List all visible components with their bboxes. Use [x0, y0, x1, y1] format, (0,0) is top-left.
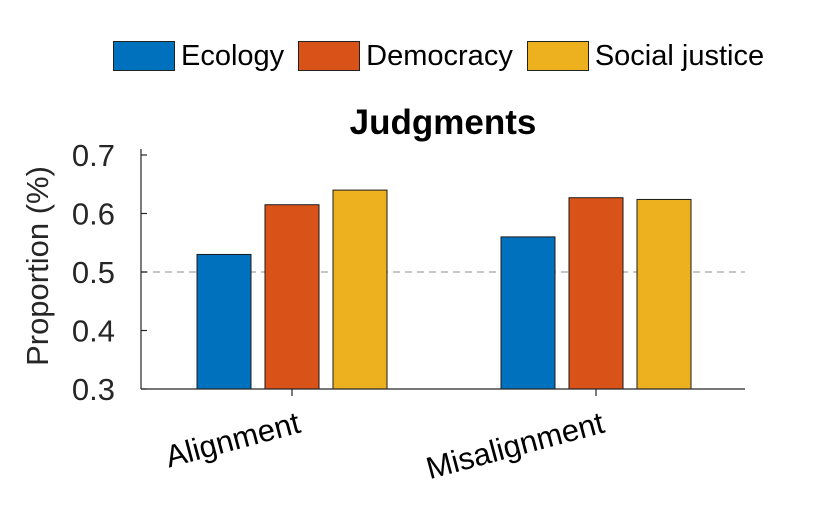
y-tick-label: 0.6 — [72, 197, 115, 232]
y-tick-label: 0.5 — [72, 255, 115, 290]
bar — [500, 236, 556, 390]
legend-label: Ecology — [181, 39, 285, 72]
x-tick-label: Alignment — [162, 405, 305, 475]
chart-legend: Ecology Democracy Social justice — [113, 40, 778, 72]
bar — [568, 197, 624, 390]
y-tick-label: 0.3 — [72, 372, 115, 407]
legend-item: Ecology — [113, 40, 284, 73]
legend-swatch — [298, 41, 361, 71]
legend-swatch — [526, 41, 589, 71]
bar — [332, 189, 388, 390]
legend-swatch — [113, 41, 175, 71]
legend-item: Social justice — [526, 39, 765, 73]
legend-item: Democracy — [298, 40, 513, 73]
bar — [196, 253, 252, 390]
bar — [636, 198, 692, 390]
chart-title: Judgments — [349, 103, 537, 142]
legend-label: Democracy — [366, 39, 513, 72]
y-tick-label: 0.7 — [72, 138, 115, 173]
bar — [264, 204, 320, 390]
y-tick-label: 0.4 — [72, 314, 115, 349]
legend-label: Social justice — [594, 39, 765, 72]
x-tick-label: Misalignment — [422, 405, 608, 486]
